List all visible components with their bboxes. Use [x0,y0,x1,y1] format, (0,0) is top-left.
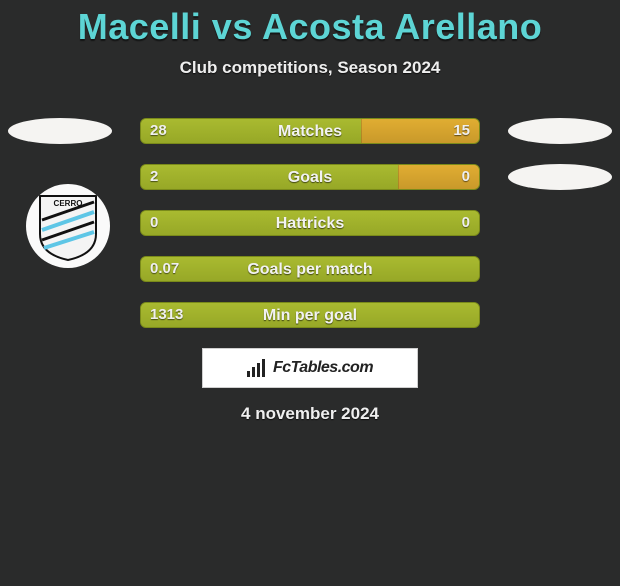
subtitle: Club competitions, Season 2024 [0,58,620,78]
stat-label: Matches [141,119,479,144]
brand-bars-icon [247,359,269,377]
stat-value-left: 28 [150,118,167,144]
club-logo-left: CERRO [18,184,118,268]
stat-bar-track: Matches [140,118,480,144]
player-ellipse-right [508,164,612,190]
player-ellipse-right [508,118,612,144]
stat-label: Goals [141,165,479,190]
page-title: Macelli vs Acosta Arellano [0,6,620,48]
stat-label: Goals per match [141,257,479,282]
brand-box: FcTables.com [202,348,418,388]
stat-value-right: 0 [462,164,470,190]
stat-value-right: 0 [462,210,470,236]
svg-text:CERRO: CERRO [54,199,83,208]
stat-row: Matches28 15 [0,118,620,144]
player-ellipse-left [8,118,112,144]
stat-value-left: 0 [150,210,158,236]
stat-row: Min per goal1313 [0,302,620,328]
stat-value-left: 1313 [150,302,183,328]
date-text: 4 november 2024 [0,404,620,424]
stat-bar-track: Goals [140,164,480,190]
stat-value-right: 15 [453,118,470,144]
club-shield-icon: CERRO [36,190,100,262]
stat-label: Hattricks [141,211,479,236]
stat-bar-track: Goals per match [140,256,480,282]
stat-label: Min per goal [141,303,479,328]
stat-value-left: 2 [150,164,158,190]
club-logo-disc: CERRO [26,184,110,268]
stat-bar-track: Hattricks [140,210,480,236]
stat-bar-track: Min per goal [140,302,480,328]
stat-value-left: 0.07 [150,256,179,282]
brand-text: FcTables.com [273,359,373,377]
